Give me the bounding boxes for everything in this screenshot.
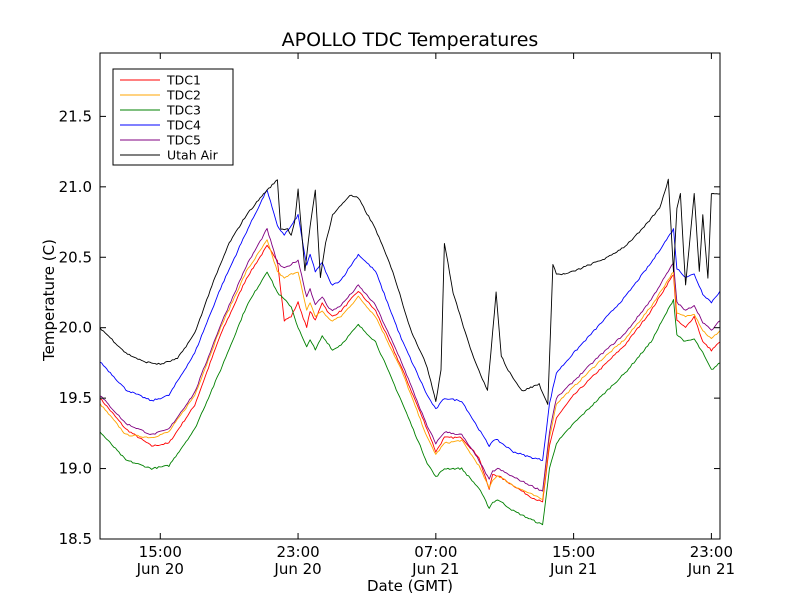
- legend-label: TDC4: [166, 118, 201, 133]
- legend-label: TDC5: [166, 133, 201, 148]
- x-tick-time-label: 23:00: [690, 543, 733, 561]
- y-tick-label: 20.0: [59, 319, 92, 337]
- y-tick-label: 20.5: [59, 248, 92, 266]
- x-tick-time-label: 15:00: [552, 543, 595, 561]
- legend-label: TDC2: [166, 88, 201, 103]
- series-line-2: [99, 239, 721, 500]
- x-tick-date-label: Jun 20: [273, 560, 321, 578]
- x-tick-date-label: Jun 21: [687, 560, 735, 578]
- y-tick-label: 21.0: [59, 178, 92, 196]
- legend-box: [112, 68, 234, 166]
- y-axis-label: Temperature (C): [40, 239, 58, 362]
- series-line-4: [99, 189, 721, 461]
- series-line-3: [99, 271, 721, 526]
- legend-label: TDC3: [166, 103, 201, 118]
- series-line-1: [99, 244, 721, 503]
- x-tick-date-label: Jun 21: [549, 560, 597, 578]
- chart-title: APOLLO TDC Temperatures: [282, 29, 539, 51]
- y-tick-label: 18.5: [59, 530, 92, 548]
- legend-label: Utah Air: [167, 148, 219, 163]
- x-tick-time-label: 07:00: [414, 543, 457, 561]
- x-tick-time-label: 23:00: [276, 543, 319, 561]
- x-axis-label: Date (GMT): [367, 577, 453, 595]
- y-tick-label: 21.5: [59, 107, 92, 125]
- series-line-5: [99, 228, 721, 492]
- x-tick-date-label: Jun 21: [411, 560, 459, 578]
- x-tick-time-label: 15:00: [139, 543, 182, 561]
- x-tick-date-label: Jun 20: [136, 560, 184, 578]
- y-tick-label: 19.5: [59, 389, 92, 407]
- legend-label: TDC1: [166, 73, 201, 88]
- series-layer: [99, 178, 721, 526]
- plot-frame: [99, 52, 721, 540]
- y-tick-label: 19.0: [59, 460, 92, 478]
- series-line-6: [99, 178, 721, 405]
